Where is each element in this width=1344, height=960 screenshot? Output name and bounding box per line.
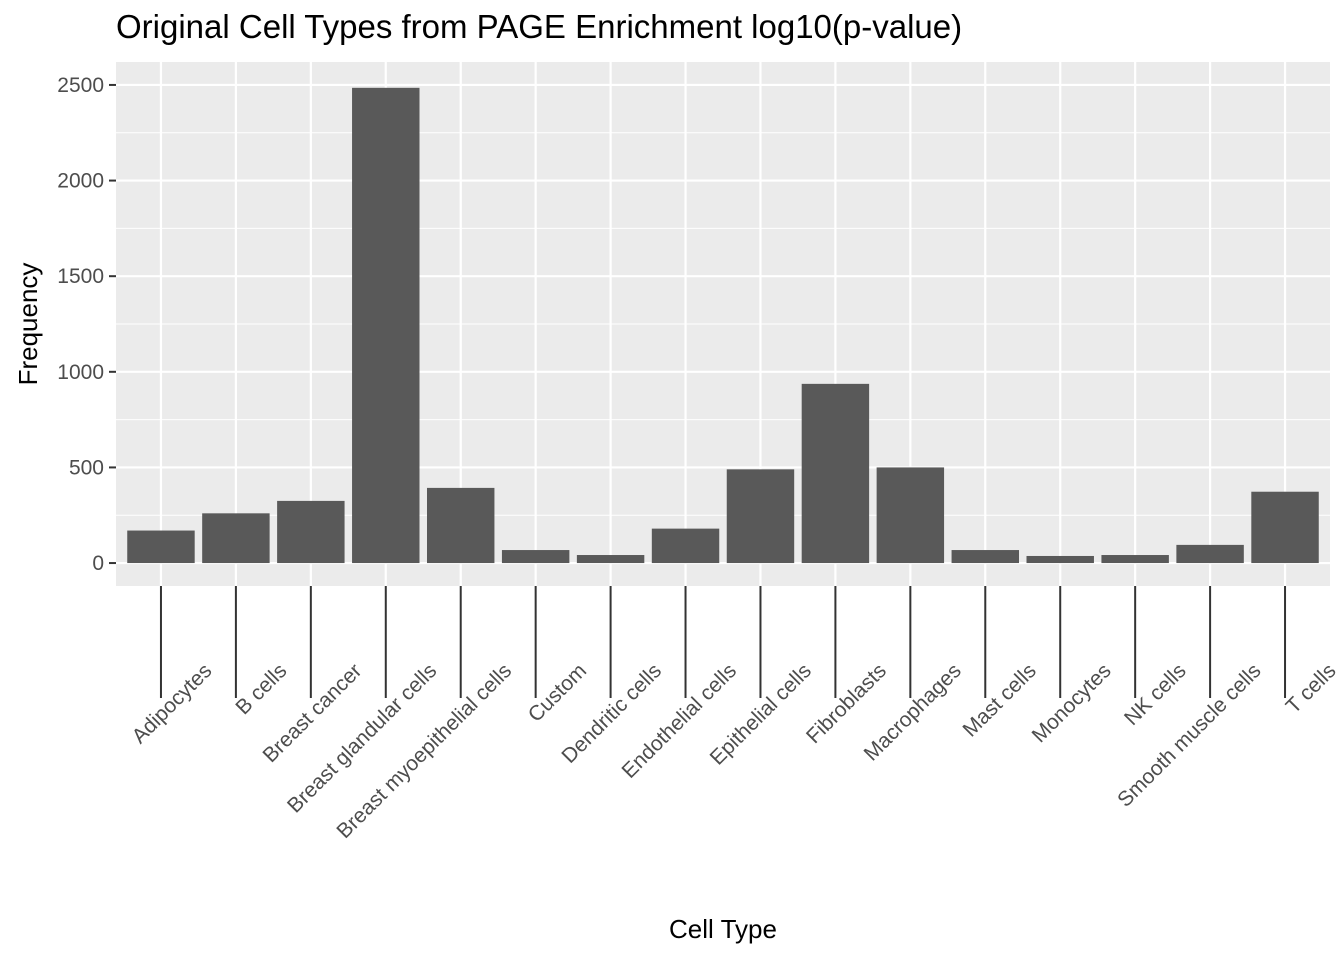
x-tick-label: Adipocytes [128, 659, 217, 748]
bar [277, 500, 345, 564]
y-tick-label: 500 [69, 456, 104, 479]
bar [876, 467, 945, 564]
x-tick-label: B cells [231, 659, 291, 719]
bar [426, 487, 495, 564]
bar [951, 550, 1020, 564]
x-tick-label: NK cells [1120, 659, 1191, 730]
bar [1176, 544, 1244, 564]
bar [651, 528, 720, 564]
chart-title: Original Cell Types from PAGE Enrichment… [116, 8, 963, 45]
bar [1101, 555, 1169, 564]
bar [1026, 555, 1094, 564]
bar [576, 555, 645, 564]
bar [726, 469, 795, 564]
y-tick-label: 0 [92, 552, 104, 575]
bar [127, 530, 195, 564]
y-tick-label: 1000 [57, 361, 104, 384]
x-tick-label: T cells [1282, 659, 1341, 718]
bar [1251, 491, 1319, 564]
x-tick-label: Monocytes [1028, 659, 1116, 747]
bar [501, 550, 570, 564]
x-axis-title: Cell Type [669, 914, 777, 944]
y-tick-label: 2500 [57, 74, 104, 97]
bars [127, 87, 1319, 564]
y-axis: 0 500 1000 1500 2000 2500 [57, 74, 116, 575]
bar [801, 383, 870, 564]
x-tick-label: Custom [524, 659, 591, 726]
bar [352, 87, 420, 564]
bar [202, 513, 270, 564]
y-axis-title: Frequency [13, 263, 43, 386]
x-tick-label: Breast glandular cells [283, 659, 441, 817]
y-tick-label: 1500 [57, 265, 104, 288]
y-tick-label: 2000 [57, 170, 104, 193]
